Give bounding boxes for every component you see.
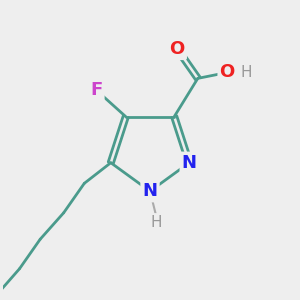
Text: O: O — [169, 40, 185, 58]
Text: N: N — [182, 154, 197, 172]
Text: F: F — [90, 81, 103, 99]
Text: H: H — [150, 214, 162, 230]
Text: N: N — [142, 182, 158, 200]
Text: H: H — [241, 65, 252, 80]
Text: O: O — [220, 64, 235, 82]
